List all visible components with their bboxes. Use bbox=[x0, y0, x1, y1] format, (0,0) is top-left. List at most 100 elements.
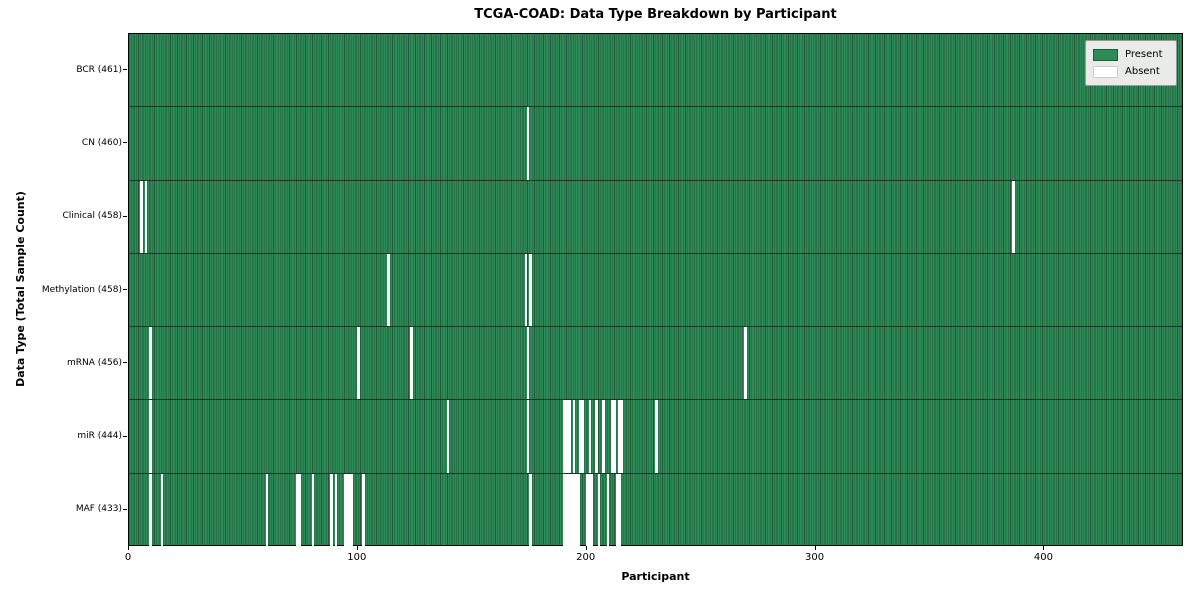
y-tick-mark bbox=[123, 289, 127, 290]
x-tick-mark bbox=[356, 546, 358, 550]
absent-cell bbox=[572, 473, 576, 547]
absent-cell bbox=[295, 473, 299, 547]
x-tick-mark bbox=[128, 546, 129, 550]
y-axis-label: Data Type (Total Sample Count) bbox=[14, 191, 27, 387]
absent-cell bbox=[311, 473, 315, 547]
chart-title: TCGA-COAD: Data Type Breakdown by Partic… bbox=[474, 7, 837, 22]
absent-cell bbox=[588, 400, 592, 473]
x-tick-label-0: 0 bbox=[124, 552, 132, 563]
heatmap-row-methylation bbox=[129, 253, 1182, 328]
absent-cell bbox=[387, 253, 390, 327]
y-tick-mark bbox=[123, 435, 127, 437]
heatmap-row-cn bbox=[129, 107, 1182, 181]
absent-cell bbox=[602, 400, 605, 473]
absent-cell bbox=[563, 400, 566, 473]
absent-cell bbox=[579, 400, 582, 473]
absent-cell bbox=[357, 327, 361, 400]
absent-cell bbox=[149, 327, 152, 400]
absent-cell bbox=[346, 473, 349, 547]
absent-cell bbox=[265, 473, 269, 547]
absent-cell bbox=[526, 107, 530, 180]
x-tick-mark bbox=[814, 546, 816, 550]
absent-cell bbox=[620, 400, 624, 473]
legend-item-present: Present bbox=[1093, 46, 1169, 63]
x-tick-mark bbox=[1043, 546, 1045, 550]
absent-cell bbox=[446, 400, 450, 473]
absent-cell bbox=[565, 400, 569, 473]
absent-cell bbox=[329, 473, 333, 547]
absent-swatch-icon bbox=[1093, 65, 1118, 78]
absent-cell bbox=[606, 473, 610, 547]
absent-cell bbox=[565, 473, 569, 547]
absent-cell bbox=[343, 473, 347, 547]
legend-present-label: Present bbox=[1125, 49, 1163, 60]
absent-cell bbox=[611, 400, 615, 473]
y-tick-label-cn: CN (460) bbox=[81, 137, 122, 148]
absent-cell bbox=[1011, 180, 1015, 253]
y-tick-label-mir: miR (444) bbox=[77, 431, 122, 442]
heatmap-row-mrna bbox=[129, 327, 1182, 401]
legend-item-absent: Absent bbox=[1093, 63, 1169, 80]
y-tick-label-bcr: BCR (461) bbox=[76, 64, 122, 75]
absent-cell bbox=[613, 400, 617, 473]
y-tick-label-maf: MAF (433) bbox=[75, 504, 122, 515]
absent-cell bbox=[567, 400, 571, 473]
absent-cell bbox=[597, 473, 601, 547]
absent-cell bbox=[744, 327, 747, 400]
y-tick-mark bbox=[123, 508, 127, 510]
heatmap-row-bcr bbox=[129, 34, 1182, 108]
y-tick-label-clinical: Clinical (458) bbox=[62, 211, 122, 222]
absent-cell bbox=[334, 473, 338, 547]
absent-cell bbox=[572, 400, 576, 473]
absent-cell bbox=[618, 473, 621, 547]
legend-absent-label: Absent bbox=[1125, 66, 1160, 77]
absent-cell bbox=[348, 473, 351, 547]
x-tick-label-400: 400 bbox=[1033, 552, 1053, 563]
absent-cell bbox=[618, 400, 621, 473]
absent-cell bbox=[586, 473, 589, 547]
absent-cell bbox=[588, 473, 592, 547]
absent-cell bbox=[574, 473, 578, 547]
absent-cell bbox=[144, 180, 148, 253]
absent-cell bbox=[529, 253, 532, 327]
y-tick-mark bbox=[123, 69, 127, 71]
absent-cell bbox=[524, 253, 528, 327]
present-swatch-icon bbox=[1093, 48, 1118, 61]
absent-cell bbox=[581, 400, 585, 473]
heatmap-row-clinical bbox=[129, 180, 1182, 254]
absent-cell bbox=[654, 400, 658, 473]
absent-cell bbox=[410, 327, 413, 400]
absent-cell bbox=[297, 473, 301, 547]
absent-cell bbox=[160, 473, 164, 547]
absent-cell bbox=[595, 400, 599, 473]
absent-cell bbox=[590, 473, 594, 547]
absent-cell bbox=[526, 327, 530, 400]
absent-cell bbox=[149, 400, 152, 473]
absent-cell bbox=[149, 473, 152, 547]
x-tick-label-100: 100 bbox=[347, 552, 367, 563]
legend: Present Absent bbox=[1085, 40, 1177, 86]
y-tick-label-methylation: Methylation (458) bbox=[41, 284, 122, 295]
absent-cell bbox=[563, 473, 566, 547]
x-tick-label-200: 200 bbox=[576, 552, 596, 563]
y-tick-mark bbox=[123, 362, 127, 364]
absent-cell bbox=[140, 180, 143, 253]
x-tick-label-300: 300 bbox=[805, 552, 825, 563]
absent-cell bbox=[567, 473, 571, 547]
y-tick-mark bbox=[123, 215, 127, 217]
absent-cell bbox=[362, 473, 365, 547]
y-tick-mark bbox=[123, 142, 127, 144]
y-tick-label-mrna: mRNA (456) bbox=[67, 357, 122, 368]
x-axis-label: Participant bbox=[621, 570, 690, 583]
absent-cell bbox=[570, 473, 573, 547]
absent-cell bbox=[350, 473, 354, 547]
heatmap-row-mir bbox=[129, 400, 1182, 474]
absent-cell bbox=[526, 400, 530, 473]
x-tick-mark bbox=[585, 546, 587, 550]
heatmap-plot-area bbox=[128, 33, 1183, 547]
absent-cell bbox=[529, 473, 532, 547]
absent-cell bbox=[616, 473, 619, 547]
absent-cell bbox=[577, 473, 580, 547]
heatmap-row-maf bbox=[129, 473, 1182, 547]
